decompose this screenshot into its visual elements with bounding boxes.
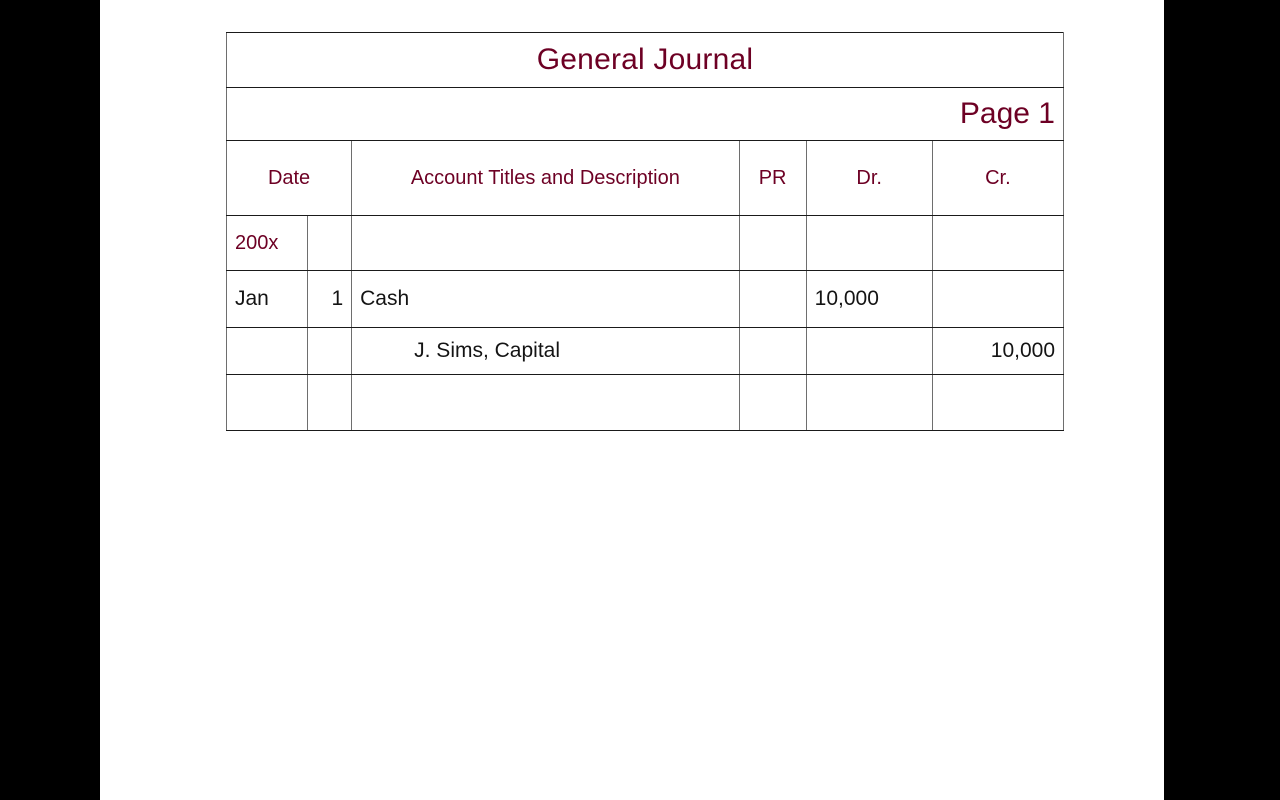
journal-title-row: General Journal <box>226 32 1064 88</box>
entry-pr <box>738 270 807 328</box>
entry-month <box>225 327 309 375</box>
slide-canvas: General Journal Page 1 Date Account Titl… <box>100 0 1164 800</box>
entry-pr <box>738 374 807 431</box>
entry-account-title: Cash <box>351 270 740 328</box>
column-header-date: Date <box>225 140 353 216</box>
entry-debit-amount: 10,000 <box>805 270 933 328</box>
entry-credit-amount <box>931 270 1065 328</box>
column-header-account-titles: Account Titles and Description <box>351 140 740 216</box>
table-row <box>225 374 1065 431</box>
table-row: J. Sims, Capital 10,000 <box>225 327 1065 375</box>
letterbox-bar-right <box>1164 0 1280 800</box>
journal-title: General Journal <box>226 32 1064 88</box>
general-journal-table: General Journal Page 1 Date Account Titl… <box>225 32 1065 431</box>
entry-account-title: J. Sims, Capital <box>351 327 740 375</box>
year-value: 200x <box>225 215 309 271</box>
entry-pr <box>738 327 807 375</box>
column-header-debit: Dr. <box>805 140 933 216</box>
entry-account-title <box>351 374 740 431</box>
entry-day <box>307 327 353 375</box>
entry-month <box>225 374 309 431</box>
column-header-credit: Cr. <box>931 140 1065 216</box>
entry-month: Jan <box>225 270 309 328</box>
column-header-pr: PR <box>738 140 807 216</box>
year-row-pr-cell <box>738 215 807 271</box>
year-row-credit-cell <box>931 215 1065 271</box>
journal-page-row: Page 1 <box>226 87 1064 141</box>
page-number-label: Page 1 <box>226 87 1064 141</box>
entry-credit-amount <box>931 374 1065 431</box>
entry-day: 1 <box>307 270 353 328</box>
entry-debit-amount <box>805 327 933 375</box>
year-row-debit-cell <box>805 215 933 271</box>
letterbox-bar-left <box>0 0 100 800</box>
table-row: Jan 1 Cash 10,000 <box>225 270 1065 328</box>
year-row-day-cell <box>307 215 353 271</box>
year-row-account-cell <box>351 215 740 271</box>
journal-header-row: Date Account Titles and Description PR D… <box>225 140 1065 216</box>
entry-day <box>307 374 353 431</box>
journal-year-row: 200x <box>225 215 1065 271</box>
entry-credit-amount: 10,000 <box>931 327 1065 375</box>
entry-debit-amount <box>805 374 933 431</box>
